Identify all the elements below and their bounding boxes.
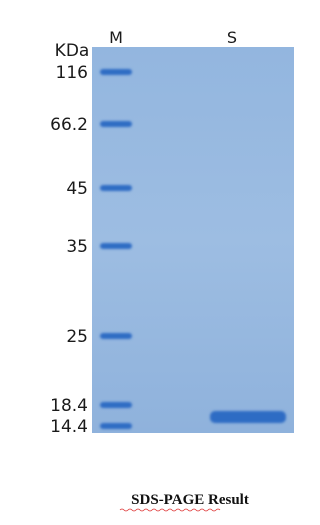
caption: SDS-PAGE Result	[131, 492, 249, 508]
marker-label: 25	[66, 327, 88, 347]
marker-band	[100, 185, 132, 191]
spellcheck-underline	[120, 509, 220, 511]
gel-figure: M S KDa SDS-PAGE Result 116 66.2 45 35 25 18.…	[0, 0, 304, 525]
marker-band	[100, 402, 132, 408]
gel	[92, 47, 294, 433]
marker-band	[100, 333, 132, 339]
marker-band	[100, 423, 132, 429]
marker-label: 116	[56, 63, 88, 83]
marker-band	[100, 121, 132, 127]
lane-label: S	[227, 28, 237, 47]
marker-label: 18.4	[50, 396, 88, 416]
lane-label: M	[109, 28, 123, 47]
marker-label: 35	[66, 237, 88, 257]
marker-band	[100, 243, 132, 249]
unit-label: KDa	[55, 41, 90, 61]
page: M S KDa SDS-PAGE Result 116 66.2 45 35 25 18.…	[0, 0, 304, 525]
marker-band	[100, 69, 132, 75]
marker-label: 14.4	[50, 417, 88, 437]
marker-label: 66.2	[50, 115, 88, 135]
marker-label: 45	[66, 179, 88, 199]
sample-band	[210, 411, 286, 423]
